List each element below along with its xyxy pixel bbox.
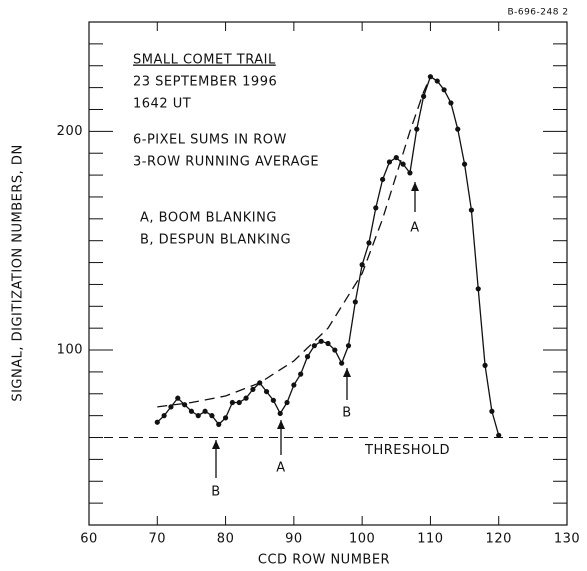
data-point: [154, 419, 160, 425]
data-point: [332, 347, 338, 353]
data-point: [209, 413, 215, 419]
x-tick-label: 100: [349, 532, 375, 547]
data-point: [263, 388, 270, 395]
data-point: [448, 100, 454, 106]
annotation: B, DESPUN BLANKING: [140, 233, 291, 248]
arrow-head: [411, 182, 419, 191]
data-point: [400, 161, 406, 167]
x-tick-label: 110: [417, 532, 443, 547]
annotation: 1642 UT: [133, 97, 191, 112]
id-label: B-696-248 2: [507, 8, 568, 18]
annotation: 3-ROW RUNNING AVERAGE: [133, 155, 319, 170]
series-line: [156, 75, 500, 436]
data-point: [222, 415, 229, 421]
data-point: [441, 87, 447, 93]
data-point: [168, 404, 174, 410]
arrow-label: A: [276, 461, 285, 476]
data-point: [386, 159, 393, 165]
data-point: [407, 170, 413, 176]
data-point: [182, 402, 188, 408]
data-point: [434, 78, 440, 84]
y-axis-label: SIGNAL, DIGITIZATION NUMBERS, DN: [11, 144, 26, 401]
data-point: [291, 382, 297, 388]
data-point: [352, 299, 358, 305]
data-point: [243, 395, 249, 401]
annotation: 23 SEPTEMBER 1996: [133, 75, 277, 90]
data-point: [318, 338, 324, 344]
data-point: [359, 262, 365, 268]
data-point: [304, 354, 311, 360]
data-point: [461, 161, 468, 167]
data-point: [366, 240, 372, 246]
data-point: [380, 176, 386, 183]
data-point: [482, 362, 488, 368]
data-point: [195, 413, 201, 419]
data-point: [175, 395, 181, 401]
arrow-head: [212, 440, 220, 449]
data-point: [489, 408, 495, 414]
data-point: [496, 432, 502, 438]
data-point: [475, 286, 481, 292]
chart-title: SMALL COMET TRAIL: [133, 53, 276, 68]
x-axis-label: CCD ROW NUMBER: [258, 553, 390, 568]
x-tick-label: 60: [80, 532, 98, 547]
data-point: [270, 397, 276, 403]
arrow-label: A: [410, 221, 419, 236]
arrow-head: [277, 420, 285, 429]
arrow-label: B: [211, 485, 220, 500]
x-tick-label: 90: [285, 532, 303, 547]
data-point: [468, 207, 474, 213]
y-tick-label: 100: [57, 343, 83, 358]
threshold-label: THRESHOLD: [364, 443, 450, 458]
data-point: [277, 410, 283, 417]
arrow-head: [343, 368, 351, 377]
annotation: 6-PIXEL SUMS IN ROW: [133, 133, 287, 148]
data-point: [345, 343, 352, 349]
series-line: [157, 76, 432, 408]
x-tick-label: 130: [554, 532, 580, 547]
data-point: [229, 399, 235, 406]
data-point: [421, 93, 427, 99]
data-point: [311, 343, 317, 349]
data-point: [284, 399, 290, 406]
data-point: [250, 386, 256, 393]
data-point: [161, 413, 167, 419]
data-point: [325, 340, 331, 347]
annotation: A, BOOM BLANKING: [140, 211, 277, 226]
x-tick-label: 80: [217, 532, 235, 547]
arrow-label: B: [342, 406, 351, 421]
data-point: [373, 205, 379, 211]
data-point: [236, 399, 242, 406]
data-point: [455, 126, 461, 132]
data-point: [298, 371, 304, 377]
data-point: [393, 154, 399, 161]
data-point: [202, 408, 208, 414]
data-point: [188, 408, 195, 414]
plot-frame: [88, 21, 568, 526]
data-point: [414, 126, 420, 132]
x-tick-label: 70: [149, 532, 167, 547]
data-point: [339, 360, 345, 366]
data-point: [216, 421, 222, 427]
y-tick-label: 200: [57, 124, 83, 139]
x-tick-label: 120: [486, 532, 512, 547]
